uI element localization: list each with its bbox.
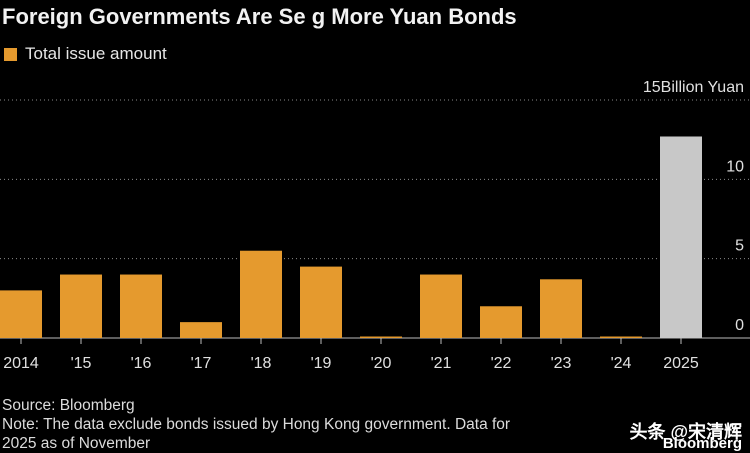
legend: Total issue amount (4, 44, 167, 64)
bar-1 (60, 274, 102, 338)
bar-10 (600, 336, 642, 338)
bar-8 (480, 306, 522, 338)
bar-7 (420, 274, 462, 338)
x-tick-label-4: '18 (251, 355, 272, 372)
legend-swatch (4, 47, 17, 61)
bar-6 (360, 336, 402, 338)
y-tick-label-5: 5 (735, 238, 744, 255)
legend-label: Total issue amount (25, 44, 167, 63)
x-tick-label-0: 2014 (3, 355, 39, 372)
bar-3 (180, 322, 222, 338)
footer: Source: Bloomberg Note: The data exclude… (2, 396, 510, 453)
x-tick-label-5: '19 (311, 355, 332, 372)
x-tick-label-11: 2025 (663, 355, 699, 372)
x-tick-label-6: '20 (371, 355, 392, 372)
x-tick-label-7: '21 (431, 355, 452, 372)
chart-title: Foreign Governments Are Se g More Yuan B… (2, 4, 517, 29)
x-tick-label-3: '17 (191, 355, 212, 372)
y-tick-label-10: 10 (726, 158, 744, 175)
bar-chart: 0 5 10 15Billion Yuan 2014 '15 '16 '17 '18 '19 '20… (0, 79, 750, 372)
bar-11 (660, 136, 702, 338)
bar-9 (540, 279, 582, 338)
x-tick-label-10: '24 (611, 355, 632, 372)
bar-5 (300, 266, 342, 338)
watermark: 头条 @宋清辉 Bloomberg (629, 418, 742, 452)
x-tick-label-8: '22 (491, 355, 512, 372)
x-tick-label-2: '16 (131, 355, 152, 372)
y-tick-label-0: 0 (735, 317, 744, 334)
x-tick-label-1: '15 (71, 355, 92, 372)
x-tick-label-9: '23 (551, 355, 572, 372)
watermark-text: 头条 @宋清辉 (629, 422, 742, 442)
y-tick-label-15: 15Billion Yuan (643, 79, 744, 96)
note-text-line-1: Note: The data exclude bonds issued by H… (2, 416, 511, 433)
bar-4 (240, 250, 282, 338)
watermark-sub-text: Bloomberg (662, 435, 742, 452)
bar-2 (120, 274, 162, 338)
source-text: Source: Bloomberg (2, 397, 135, 414)
note-text-line-2: 2025 as of November (2, 435, 151, 452)
bar-0 (0, 290, 42, 338)
